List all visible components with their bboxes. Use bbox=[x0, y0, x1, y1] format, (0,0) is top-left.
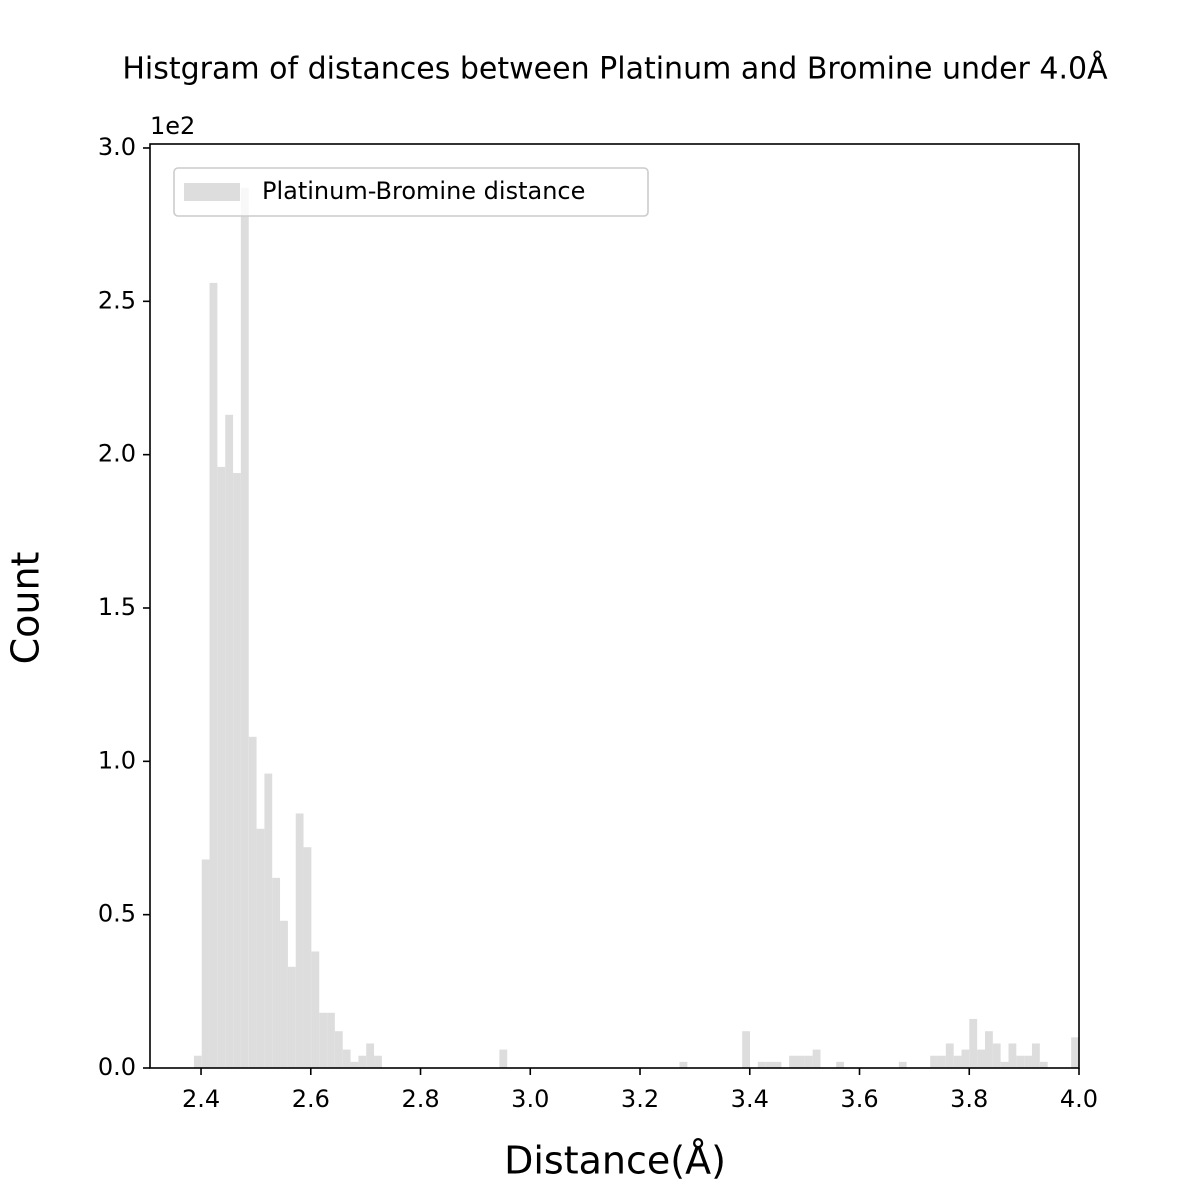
y-tick-label: 1.5 bbox=[98, 593, 136, 621]
bar bbox=[311, 951, 320, 1068]
bar bbox=[789, 1055, 798, 1068]
bar bbox=[240, 187, 249, 1068]
y-offset-label: 1e2 bbox=[150, 112, 195, 140]
bar bbox=[757, 1061, 766, 1068]
y-tick-label: 2.5 bbox=[98, 286, 136, 314]
bar bbox=[499, 1049, 508, 1068]
bar bbox=[193, 1055, 202, 1068]
bar bbox=[679, 1061, 688, 1068]
bar bbox=[953, 1055, 962, 1068]
bar bbox=[287, 966, 296, 1068]
bar bbox=[327, 1012, 335, 1068]
bar bbox=[248, 736, 257, 1068]
x-tick-label: 3.6 bbox=[840, 1085, 878, 1113]
bar bbox=[1008, 1043, 1017, 1068]
bar bbox=[930, 1055, 938, 1068]
bar bbox=[985, 1031, 993, 1068]
x-tick-label: 3.0 bbox=[511, 1085, 549, 1113]
bar bbox=[209, 282, 218, 1068]
bar bbox=[969, 1018, 978, 1068]
bar bbox=[812, 1049, 821, 1068]
bar bbox=[804, 1055, 813, 1068]
bar bbox=[961, 1049, 970, 1068]
legend: Platinum-Bromine distance bbox=[173, 167, 649, 217]
bar bbox=[319, 1012, 328, 1068]
x-tick-label: 3.8 bbox=[950, 1085, 988, 1113]
bar bbox=[217, 466, 226, 1068]
x-tick-label: 2.6 bbox=[292, 1085, 330, 1113]
bar bbox=[977, 1049, 986, 1068]
y-tick-label: 3.0 bbox=[98, 133, 136, 161]
bar bbox=[1039, 1061, 1048, 1068]
legend-box bbox=[173, 167, 649, 217]
y-tick-label: 0.0 bbox=[98, 1053, 136, 1081]
bar bbox=[742, 1031, 751, 1068]
legend-swatch bbox=[184, 183, 240, 201]
bar bbox=[264, 773, 273, 1068]
bar bbox=[374, 1055, 382, 1068]
y-tick-label: 0.5 bbox=[98, 900, 136, 928]
x-tick-label: 2.8 bbox=[401, 1085, 439, 1113]
bar bbox=[350, 1061, 359, 1068]
bar bbox=[358, 1055, 367, 1068]
bar bbox=[773, 1061, 782, 1068]
y-axis-label: Count bbox=[4, 552, 48, 665]
bar bbox=[1024, 1055, 1032, 1068]
bar bbox=[1016, 1055, 1025, 1068]
bar bbox=[992, 1043, 1001, 1068]
bar bbox=[836, 1061, 844, 1068]
bar bbox=[366, 1043, 375, 1068]
x-tick-label: 3.2 bbox=[621, 1085, 659, 1113]
bar bbox=[945, 1043, 954, 1068]
bar bbox=[898, 1061, 907, 1068]
chart-title: Histgram of distances between Platinum a… bbox=[122, 51, 1108, 87]
bar bbox=[295, 813, 304, 1068]
bar bbox=[937, 1055, 946, 1068]
bar bbox=[233, 473, 241, 1068]
bar bbox=[342, 1049, 351, 1068]
bar bbox=[765, 1061, 774, 1068]
bar bbox=[280, 920, 288, 1068]
bar bbox=[272, 877, 281, 1068]
bar bbox=[797, 1055, 805, 1068]
bar bbox=[1031, 1043, 1040, 1068]
bar bbox=[1071, 1037, 1079, 1068]
x-tick-label: 3.4 bbox=[731, 1085, 769, 1113]
bar bbox=[303, 847, 312, 1068]
legend-label: Platinum-Bromine distance bbox=[262, 177, 585, 205]
x-axis-label: Distance(Å) bbox=[504, 1139, 726, 1183]
bar bbox=[1000, 1061, 1009, 1068]
plot-frame bbox=[149, 143, 1080, 1069]
y-tick-label: 2.0 bbox=[98, 440, 136, 468]
bar bbox=[334, 1031, 343, 1068]
bar bbox=[225, 414, 234, 1068]
y-tick-label: 1.0 bbox=[98, 746, 136, 774]
x-tick-label: 4.0 bbox=[1060, 1085, 1098, 1113]
bar bbox=[201, 859, 210, 1068]
x-tick-label: 2.4 bbox=[182, 1085, 220, 1113]
bar bbox=[256, 828, 265, 1068]
